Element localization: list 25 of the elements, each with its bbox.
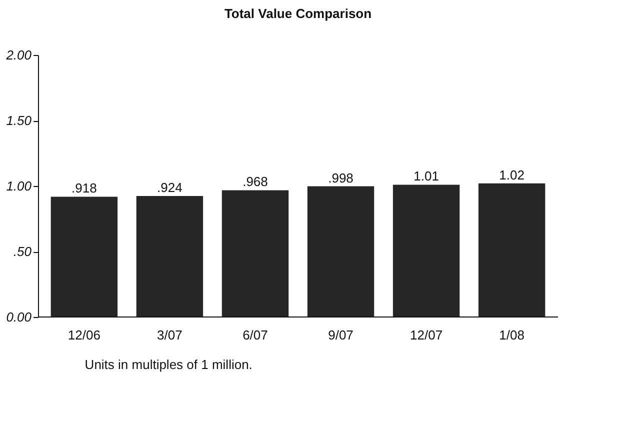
bar	[50, 196, 118, 317]
bar	[392, 184, 460, 317]
x-tick-label: 1/08	[499, 328, 524, 342]
x-tick-label: 3/07	[157, 328, 182, 342]
bar	[478, 183, 546, 317]
x-tick-label: 6/07	[242, 328, 268, 342]
y-tick-label: 0.00	[6, 310, 32, 324]
data-label: .998	[328, 170, 354, 186]
chart-title: Total Value Comparison	[224, 6, 372, 21]
y-tick-label: 1.50	[6, 113, 32, 128]
bar	[222, 190, 289, 317]
x-tick-label: 12/07	[410, 328, 443, 342]
y-tick-label: 2.00	[5, 48, 32, 62]
data-label: .918	[72, 180, 97, 196]
x-tick-label: 9/07	[328, 328, 354, 342]
data-label: .924	[157, 180, 182, 195]
y-tick-label: .50	[13, 244, 32, 259]
data-label: .968	[242, 174, 268, 190]
data-label: 1.02	[499, 167, 524, 182]
text: Units in multiples of 1 million.	[84, 357, 252, 372]
bar	[136, 196, 204, 317]
bar	[307, 186, 374, 317]
x-tick-label: 12/06	[68, 328, 100, 342]
y-tick-label: 1.00	[6, 178, 32, 194]
data-label: 1.01	[414, 168, 439, 184]
